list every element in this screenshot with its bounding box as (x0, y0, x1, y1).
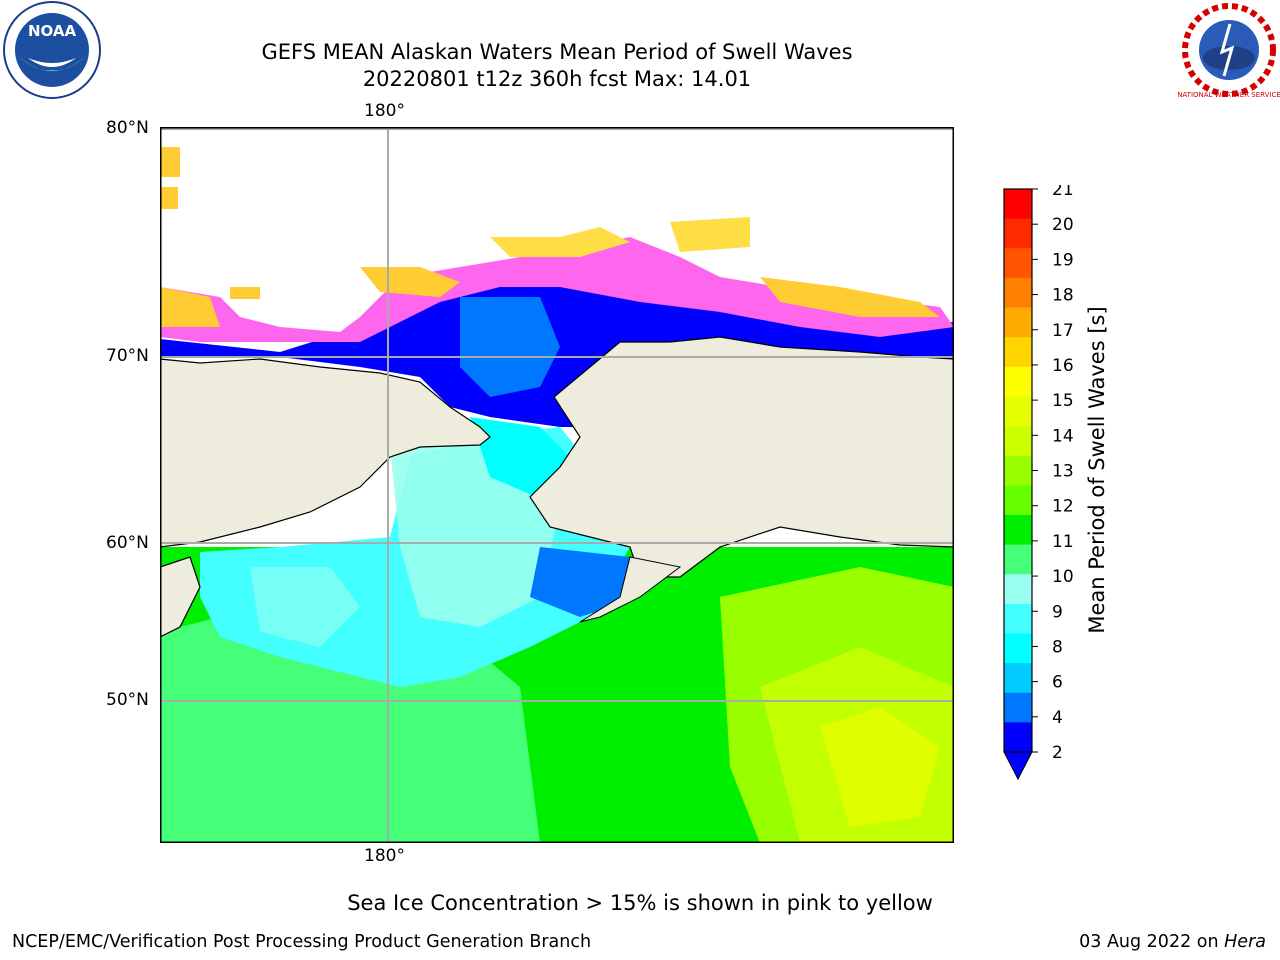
colorbar-tick-label: 20 (1052, 215, 1074, 235)
nws-logo: NATIONAL WEATHER SERVICE (1177, 0, 1280, 100)
colorbar-block (1004, 455, 1032, 486)
lon-label-bottom: 180° (364, 846, 405, 866)
colorbar-block (1004, 574, 1032, 605)
kamchatka-land (160, 556, 201, 638)
colorbar-block (1004, 692, 1032, 723)
colorbar-block (1004, 366, 1032, 397)
colorbar-block (1004, 277, 1032, 309)
alaska-land (529, 336, 954, 578)
plot-subtitle: 20220801 t12z 360h fcst Max: 14.01 (362, 67, 752, 91)
nws-logo-text: NATIONAL WEATHER SERVICE (1178, 91, 1280, 99)
colorbar-block (1004, 396, 1032, 427)
colorbar-tick-label: 17 (1052, 321, 1074, 341)
colorbar-block (1004, 514, 1032, 546)
colorbar: 21 20 19 18 17 16 15 14 13 12 11 10 9 8 6 4 2 (1000, 180, 1120, 785)
colorbar-tick-label: 16 (1052, 356, 1074, 376)
sea-ice-note: Sea Ice Concentration > 15% is shown in … (347, 891, 933, 915)
footer-date: 03 Aug 2022 on (1079, 932, 1225, 952)
colorbar-tick-label: 2 (1052, 743, 1063, 763)
sea-ice-field (160, 237, 954, 342)
colorbar-label: Mean Period of Swell Waves [s] (1085, 306, 1109, 634)
colorbar-tick-label: 14 (1052, 426, 1074, 446)
colorbar-block (1004, 248, 1032, 279)
plot-title: GEFS MEAN Alaskan Waters Mean Period of … (261, 40, 853, 64)
colorbar-block (1004, 307, 1032, 338)
colorbar-tick-label: 19 (1052, 250, 1074, 270)
colorbar-tick-label: 11 (1052, 532, 1074, 552)
colorbar-extend-arrow (1003, 751, 1033, 781)
footer-left: NCEP/EMC/Verification Post Processing Pr… (12, 932, 592, 952)
colorbar-tick-label: 8 (1052, 637, 1063, 657)
map-svg (160, 127, 954, 843)
colorbar-tick-label: 6 (1052, 673, 1063, 693)
noaa-logo: NOAA (0, 0, 104, 102)
colorbar-block (1004, 189, 1032, 220)
colorbar-tick-label: 21 (1052, 185, 1074, 200)
footer-right: 03 Aug 2022 on Hera (1079, 932, 1266, 952)
colorbar-tick-label: 13 (1052, 462, 1074, 482)
colorbar-tick-label: 10 (1052, 567, 1074, 587)
colorbar-tick-label: 15 (1052, 391, 1074, 411)
map-panel (160, 127, 954, 843)
colorbar-tick-label: 18 (1052, 286, 1074, 306)
colorbar-block (1004, 544, 1032, 575)
colorbar-block (1004, 426, 1032, 457)
lon-label-top: 180° (364, 101, 405, 121)
lat-label-60: 60°N (106, 533, 149, 553)
colorbar-block (1004, 633, 1032, 664)
colorbar-block (1004, 485, 1032, 516)
colorbar-tick-label: 12 (1052, 497, 1074, 517)
noaa-logo-text: NOAA (28, 22, 77, 40)
colorbar-block (1004, 663, 1032, 694)
chukotka-land (160, 358, 491, 548)
lat-label-70: 70°N (106, 346, 149, 366)
colorbar-tick-label: 9 (1052, 602, 1063, 622)
footer-host: Hera (1224, 932, 1266, 952)
lat-label-50: 50°N (106, 690, 149, 710)
colorbar-tick-label: 4 (1052, 708, 1063, 728)
lat-label-80: 80°N (106, 118, 149, 138)
colorbar-block (1004, 218, 1032, 249)
colorbar-block (1004, 337, 1032, 368)
colorbar-block (1004, 722, 1032, 753)
colorbar-block (1004, 603, 1032, 634)
